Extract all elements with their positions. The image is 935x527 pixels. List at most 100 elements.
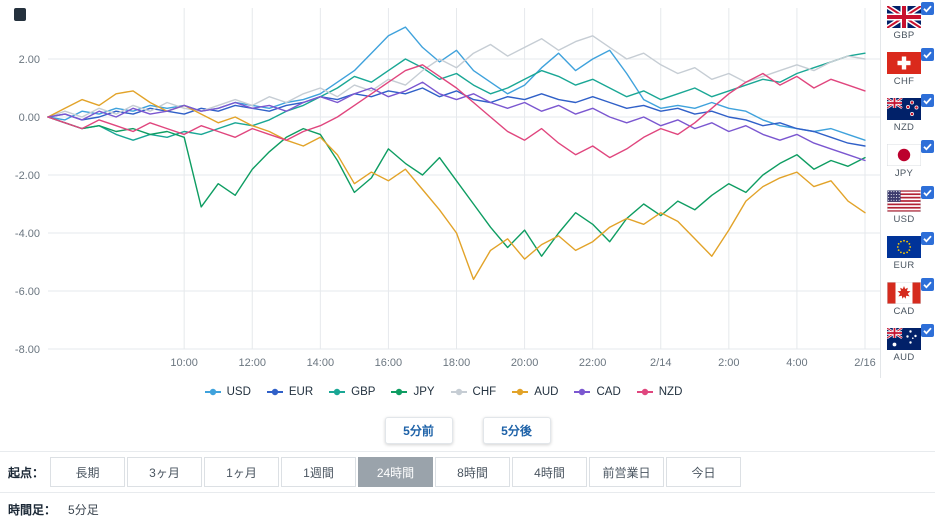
currency-checkbox-chf[interactable]	[921, 48, 934, 61]
currency-code-label: JPY	[894, 168, 914, 179]
y-axis-tick-label: -2.00	[15, 170, 40, 182]
period-button-0[interactable]: 長期	[50, 457, 126, 487]
x-axis-tick-label: 10:00	[170, 357, 198, 369]
legend-item-gbp[interactable]: GBP	[328, 386, 375, 398]
checkbox-checked-icon	[921, 2, 934, 15]
period-button-2[interactable]: 1ヶ月	[204, 457, 280, 487]
legend-label: NZD	[658, 386, 683, 398]
currency-checkbox-jpy[interactable]	[921, 140, 934, 153]
flag-usd-icon	[887, 190, 921, 212]
legend-label: EUR	[288, 386, 314, 398]
period-button-8[interactable]: 今日	[666, 457, 742, 487]
currency-checkbox-aud[interactable]	[921, 324, 934, 337]
currency-checkbox-gbp[interactable]	[921, 2, 934, 15]
x-axis-tick-label: 2/16	[854, 357, 875, 369]
checkbox-checked-icon	[921, 48, 934, 61]
back-5min-button[interactable]: 5分前	[384, 417, 453, 444]
series-line-eur	[47, 87, 866, 147]
currency-checkbox-eur[interactable]	[921, 232, 934, 245]
x-axis-tick-label: 16:00	[375, 357, 403, 369]
step-buttons: 5分前 5分後	[0, 417, 935, 444]
legend-marker-icon	[512, 388, 529, 396]
period-button-5[interactable]: 8時間	[435, 457, 511, 487]
y-axis-tick-label: -4.00	[15, 228, 40, 240]
currency-code-label: CAD	[893, 306, 915, 317]
period-button-7[interactable]: 前営業日	[589, 457, 665, 487]
checkbox-checked-icon	[921, 278, 934, 291]
origin-label: 起点：	[8, 465, 45, 480]
legend-label: AUD	[534, 386, 559, 398]
currency-code-label: AUD	[893, 352, 915, 363]
period-button-1[interactable]: 3ヶ月	[127, 457, 203, 487]
x-axis-tick-label: 20:00	[511, 357, 539, 369]
currency-checkbox-usd[interactable]	[921, 186, 934, 199]
flag-aud-icon	[887, 328, 921, 350]
legend-marker-icon	[450, 388, 467, 396]
legend-item-usd[interactable]: USD	[204, 386, 251, 398]
legend-marker-icon	[636, 388, 653, 396]
legend-marker-icon	[574, 388, 591, 396]
checkbox-checked-icon	[921, 94, 934, 107]
flag-jpy-icon	[887, 144, 921, 166]
currency-toggle-usd[interactable]: USD	[887, 186, 934, 225]
legend-item-cad[interactable]: CAD	[573, 386, 621, 398]
currency-toggle-gbp[interactable]: GBP	[887, 2, 934, 41]
x-axis-tick-label: 12:00	[238, 357, 266, 369]
corner-icon	[14, 8, 26, 21]
x-axis-tick-label: 2:00	[718, 357, 739, 369]
currency-toggle-chf[interactable]: CHF	[887, 48, 934, 87]
period-button-4[interactable]: 24時間	[358, 457, 434, 487]
y-axis-tick-label: 0.00	[19, 112, 40, 124]
y-axis-tick-label: -6.00	[15, 286, 40, 298]
legend-label: JPY	[413, 386, 435, 398]
flag-eur-icon	[887, 236, 921, 258]
legend-item-eur[interactable]: EUR	[266, 386, 313, 398]
flag-gbp-icon	[887, 6, 921, 28]
currency-checkbox-nzd[interactable]	[921, 94, 934, 107]
checkbox-checked-icon	[921, 140, 934, 153]
legend-item-aud[interactable]: AUD	[511, 386, 558, 398]
legend-marker-icon	[266, 388, 283, 396]
flag-nzd-icon	[887, 98, 921, 120]
checkbox-checked-icon	[921, 232, 934, 245]
timeframe-row: 時間足： 5分足	[0, 501, 99, 518]
x-axis-tick-label: 22:00	[579, 357, 607, 369]
period-button-6[interactable]: 4時間	[512, 457, 588, 487]
forward-5min-button[interactable]: 5分後	[482, 417, 551, 444]
legend-label: CHF	[472, 386, 497, 398]
checkbox-checked-icon	[921, 324, 934, 337]
series-line-gbp	[47, 52, 866, 141]
currency-code-label: USD	[893, 214, 915, 225]
x-axis-tick-label: 14:00	[307, 357, 335, 369]
origin-row: 起点： 長期 3ヶ月 1ヶ月 1週間 24時間 8時間 4時間 前営業日 今日	[0, 451, 935, 493]
legend-item-nzd[interactable]: NZD	[636, 386, 683, 398]
x-axis-tick-label: 18:00	[443, 357, 471, 369]
legend-marker-icon	[204, 388, 221, 396]
legend-label: USD	[226, 386, 251, 398]
period-button-3[interactable]: 1週間	[281, 457, 357, 487]
series-line-jpy	[47, 116, 866, 257]
strength-chart[interactable]: 2.00 0.00 -2.00 -4.00 -6.00 -8.00 10:00 12:00 14…	[0, 0, 886, 378]
x-axis-tick-label: 2/14	[650, 357, 671, 369]
currency-toggle-jpy[interactable]: JPY	[887, 140, 934, 179]
checkbox-checked-icon	[921, 186, 934, 199]
currency-toggle-aud[interactable]: AUD	[887, 324, 934, 363]
legend-item-chf[interactable]: CHF	[450, 386, 497, 398]
currency-toggle-cad[interactable]: CAD	[887, 278, 934, 317]
currency-toggle-eur[interactable]: EUR	[887, 232, 934, 271]
currency-toggle-nzd[interactable]: NZD	[887, 94, 934, 133]
legend-item-jpy[interactable]: JPY	[390, 386, 435, 398]
series-line-cad	[47, 81, 866, 162]
legend-marker-icon	[329, 388, 346, 396]
timeframe-label: 時間足：	[8, 503, 57, 517]
legend-label: CAD	[596, 386, 621, 398]
flag-chf-icon	[887, 52, 921, 74]
y-axis-tick-label: -8.00	[15, 344, 40, 356]
legend-label: GBP	[351, 386, 376, 398]
series-line-chf	[47, 35, 866, 118]
series-line-nzd	[47, 64, 866, 159]
currency-code-label: NZD	[893, 122, 915, 133]
currency-checkbox-cad[interactable]	[921, 278, 934, 291]
legend-marker-icon	[391, 388, 408, 396]
